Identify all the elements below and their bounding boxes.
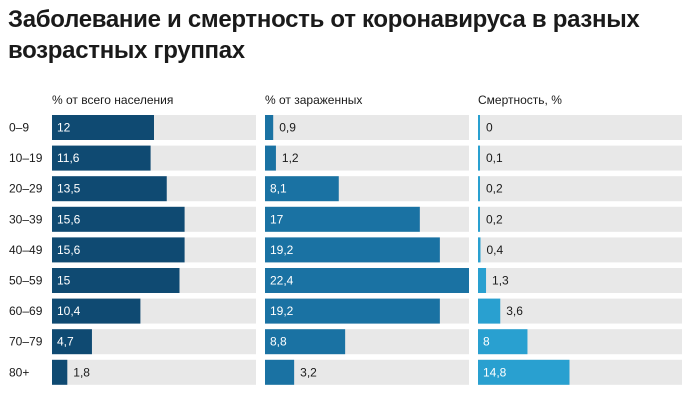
bar-track <box>478 206 682 232</box>
bar <box>265 206 420 232</box>
data-label: 3,2 <box>300 365 317 379</box>
data-label: 0,2 <box>486 212 503 226</box>
column-header: % от зараженных <box>265 93 362 107</box>
column-header: % от всего населения <box>52 93 173 107</box>
bar <box>52 145 151 171</box>
data-label: 19,2 <box>270 304 294 318</box>
data-label: 0,2 <box>486 182 503 196</box>
data-label: 15,6 <box>57 243 81 257</box>
bar <box>52 329 92 355</box>
data-label: 10,4 <box>57 304 81 318</box>
data-label: 1,3 <box>492 274 509 288</box>
data-label: 0,1 <box>486 151 503 165</box>
bar <box>265 176 339 202</box>
bar <box>265 359 295 385</box>
bar-track <box>478 145 682 171</box>
bar <box>478 237 481 263</box>
data-label: 22,4 <box>270 274 294 288</box>
data-label: 17 <box>270 212 284 226</box>
bar <box>478 115 480 140</box>
bar-track <box>478 176 682 202</box>
column-header: Смертность, % <box>478 93 562 107</box>
bar-track <box>52 359 256 385</box>
data-label: 0,4 <box>486 243 503 257</box>
bar-track <box>478 268 682 293</box>
bar <box>478 329 528 355</box>
data-label: 8,1 <box>270 182 287 196</box>
bar <box>478 298 501 324</box>
bar-track <box>478 115 682 140</box>
chart-title: Заболевание и смертность от коронавируса… <box>8 6 640 64</box>
data-label: 11,6 <box>57 151 80 165</box>
bar <box>52 115 154 140</box>
bar <box>478 268 487 293</box>
data-label: 8 <box>483 335 490 349</box>
bar <box>478 206 480 232</box>
bar-track <box>265 145 469 171</box>
age-group-label: 80+ <box>9 365 29 379</box>
bar <box>478 176 480 202</box>
age-group-label: 10–19 <box>9 151 43 165</box>
data-label: 14,8 <box>483 365 507 379</box>
data-label: 15,6 <box>57 212 81 226</box>
data-label: 0,9 <box>279 121 296 135</box>
data-label: 4,7 <box>57 335 74 349</box>
bar-track <box>265 359 469 385</box>
bar <box>265 145 276 171</box>
bar <box>265 329 346 355</box>
bar <box>265 237 440 263</box>
data-label: 12 <box>57 121 71 135</box>
age-group-label: 70–79 <box>9 335 43 349</box>
bar <box>265 268 469 293</box>
bar <box>52 176 167 202</box>
data-label: 13,5 <box>57 182 81 196</box>
bar <box>52 359 68 385</box>
bar-track <box>265 115 469 140</box>
bar <box>52 268 180 293</box>
age-group-label: 60–69 <box>9 304 43 318</box>
bar <box>265 298 440 324</box>
bar <box>265 115 274 140</box>
data-label: 15 <box>57 274 71 288</box>
bar <box>52 237 185 263</box>
data-label: 1,2 <box>282 151 299 165</box>
bar-track <box>478 237 682 263</box>
bar-track <box>478 298 682 324</box>
data-label: 3,6 <box>506 304 523 318</box>
data-label: 8,8 <box>270 335 287 349</box>
age-group-label: 30–39 <box>9 212 43 226</box>
data-label: 19,2 <box>270 243 294 257</box>
data-label: 0 <box>486 121 493 135</box>
bar <box>52 298 141 324</box>
data-label: 1,8 <box>73 365 90 379</box>
age-group-label: 40–49 <box>9 243 43 257</box>
age-group-label: 20–29 <box>9 182 43 196</box>
bar <box>478 359 570 385</box>
bar <box>52 206 185 232</box>
age-group-label: 0–9 <box>9 121 29 135</box>
bar <box>478 145 480 171</box>
age-group-label: 50–59 <box>9 274 43 288</box>
